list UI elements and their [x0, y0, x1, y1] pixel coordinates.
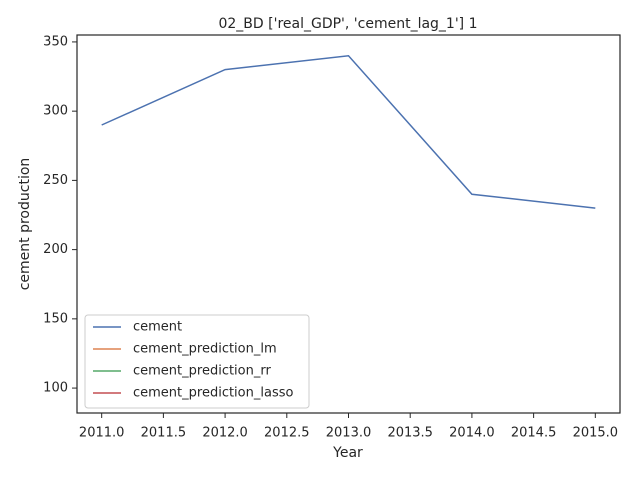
x-axis-label: Year	[332, 445, 363, 461]
x-tick-label: 2013.0	[326, 426, 372, 441]
legend-label: cement_prediction_lasso	[133, 386, 293, 401]
y-axis-label: cement production	[17, 158, 33, 291]
plot-frame	[76, 34, 621, 414]
y-tick-label: 200	[43, 242, 68, 257]
y-tick-label: 250	[43, 173, 68, 188]
series-line	[101, 54, 596, 209]
x-tick-label: 2013.5	[387, 426, 433, 441]
y-tick-label: 100	[43, 381, 68, 396]
x-tick-label: 2015.0	[573, 426, 619, 441]
legend-box	[84, 314, 310, 409]
y-tick-label: 150	[43, 311, 68, 326]
x-tick-label: 2012.5	[264, 426, 310, 441]
x-tick-label: 2012.0	[202, 426, 248, 441]
legend-label: cement	[133, 320, 182, 335]
y-tick-label: 300	[43, 104, 68, 119]
x-tick-label: 2014.0	[449, 426, 495, 441]
legend-label: cement_prediction_lm	[133, 342, 277, 357]
x-tick-label: 2011.5	[141, 426, 187, 441]
y-tick-label: 350	[43, 34, 68, 49]
x-tick-label: 2014.5	[511, 426, 557, 441]
x-tick-label: 2011.0	[79, 426, 125, 441]
chart-title: 02_BD ['real_GDP', 'cement_lag_1'] 1	[218, 16, 477, 32]
legend-label: cement_prediction_rr	[133, 364, 271, 379]
